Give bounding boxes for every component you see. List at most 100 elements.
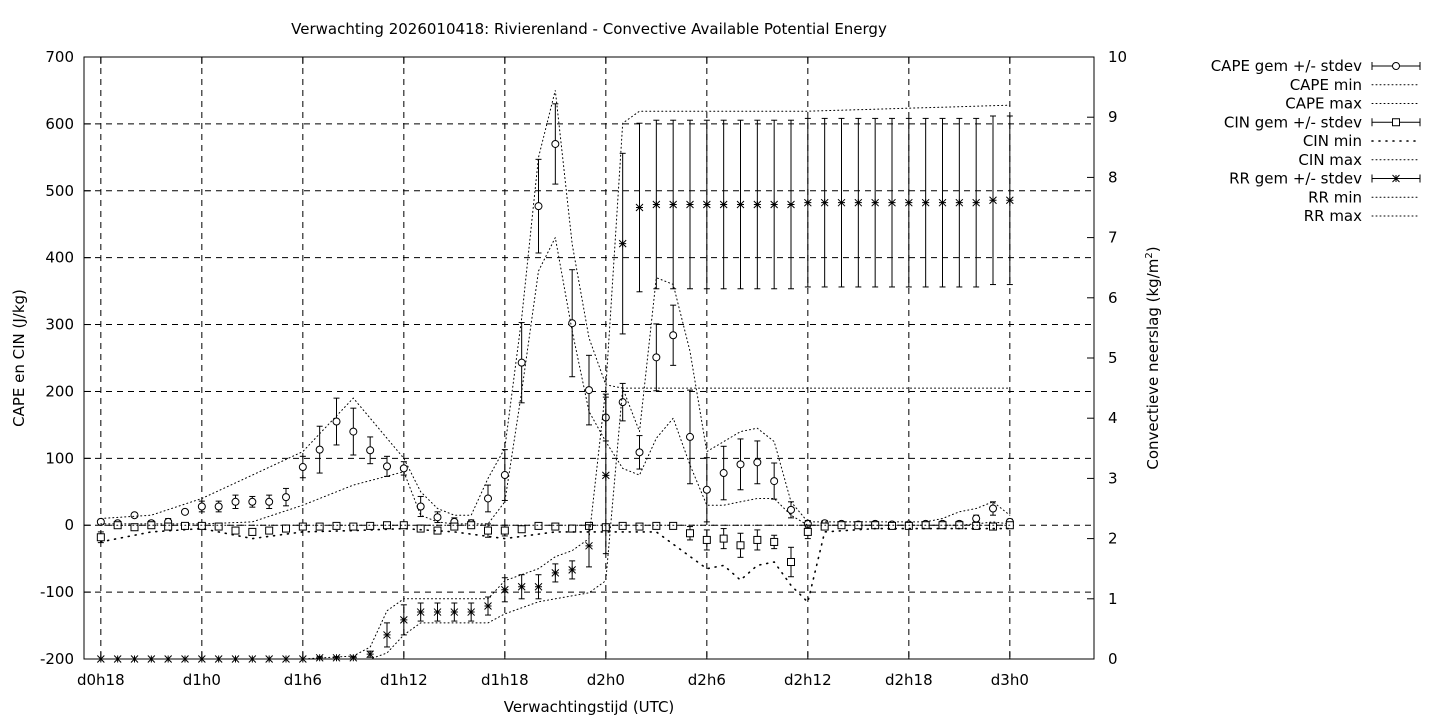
data-point [500, 471, 509, 480]
y-tick-label: 300 [45, 316, 74, 334]
y2-tick-label: 5 [1108, 349, 1118, 367]
y2-tick-label: 8 [1108, 168, 1118, 186]
data-point [568, 524, 577, 533]
data-point [770, 200, 779, 209]
series-rr-max [100, 104, 1011, 660]
data-point [332, 417, 341, 426]
data-point [349, 427, 358, 436]
x-tick-label: d2h12 [784, 671, 832, 689]
data-point [231, 526, 240, 535]
data-point [416, 608, 425, 616]
data-point [618, 521, 627, 530]
series-line [100, 90, 1011, 523]
data-point [551, 139, 560, 148]
x-tick-label: d1h12 [380, 671, 428, 689]
legend-label: CAPE min [1290, 76, 1362, 94]
legend-entry: CAPE min [1290, 76, 1421, 94]
y2-axis-title-end: ) [1144, 246, 1162, 252]
data-point [383, 462, 391, 471]
data-point [820, 198, 829, 207]
data-point [164, 522, 173, 531]
data-point [787, 200, 795, 209]
x-tick-label: d1h6 [284, 671, 322, 689]
data-point [399, 464, 408, 473]
data-point [383, 631, 391, 639]
data-point [484, 526, 492, 535]
legend-label: CIN gem +/- stdev [1224, 113, 1362, 131]
data-point [686, 432, 694, 441]
data-point [197, 521, 206, 530]
data-point [652, 353, 661, 362]
data-point [248, 497, 257, 506]
data-point [585, 386, 593, 395]
legend-entry: RR min [1308, 188, 1421, 206]
data-point [181, 521, 189, 530]
data-point [736, 460, 745, 469]
data-point [753, 535, 762, 544]
legend-entry: CIN max [1298, 151, 1421, 169]
data-point [130, 523, 139, 532]
data-point [888, 521, 896, 530]
data-point [871, 198, 880, 207]
data-point [399, 616, 408, 624]
data-point [147, 521, 156, 530]
legend-marker [1392, 62, 1400, 70]
y2-axis-title-main: Convectieve neerslag (kg/m [1144, 259, 1162, 470]
data-point [551, 522, 560, 531]
data-point [534, 582, 543, 591]
data-point [366, 650, 375, 659]
y-tick-label: 700 [45, 48, 74, 66]
data-point [702, 200, 711, 209]
data-point [803, 198, 812, 207]
legend-label: CIN min [1303, 132, 1362, 150]
data-point [989, 196, 997, 205]
y-tick-label: 200 [45, 382, 74, 400]
series-cape-gem-stdev [96, 103, 1014, 529]
data-point [315, 522, 324, 531]
series-cape-min [100, 236, 1011, 526]
data-point [669, 521, 678, 530]
data-point [130, 511, 139, 520]
data-point [500, 526, 509, 535]
data-point [736, 200, 745, 209]
data-point [315, 445, 324, 454]
data-point [669, 331, 678, 340]
data-point [332, 653, 341, 662]
data-point [702, 485, 711, 494]
data-point [433, 513, 442, 522]
y-tick-label: 400 [45, 249, 74, 267]
data-point [972, 198, 981, 207]
x-axis-title: Verwachtingstijd (UTC) [504, 698, 675, 716]
series-cape-max [100, 90, 1011, 523]
y2-tick-label: 4 [1108, 409, 1118, 427]
y-tick-label: 600 [45, 115, 74, 133]
legend-entry: RR max [1304, 207, 1421, 225]
y2-tick-label: 0 [1108, 650, 1118, 668]
data-point [904, 521, 913, 530]
data-point [265, 526, 274, 535]
data-point [635, 448, 644, 457]
data-point [383, 521, 391, 530]
data-point [450, 522, 459, 531]
data-point [484, 602, 492, 610]
x-tick-label: d1h18 [481, 671, 529, 689]
data-point [349, 653, 358, 662]
data-point [197, 502, 206, 511]
data-point [955, 198, 964, 207]
series-layer [96, 90, 1014, 663]
data-point [938, 198, 947, 207]
chart-title: Verwachting 2026010418: Rivierenland - C… [291, 20, 887, 38]
y-tick-label: -100 [40, 583, 74, 601]
legend-entry: CIN gem +/- stdev [1224, 113, 1421, 131]
data-point [904, 198, 913, 207]
data-point [467, 608, 476, 616]
series-line [100, 104, 1011, 660]
data-point [618, 239, 627, 248]
y2-tick-label: 1 [1108, 590, 1118, 608]
data-point [669, 200, 678, 209]
data-point [231, 497, 240, 506]
data-point [484, 494, 492, 503]
data-point [214, 522, 223, 531]
data-point [366, 446, 375, 455]
legend-label: RR max [1304, 207, 1362, 225]
